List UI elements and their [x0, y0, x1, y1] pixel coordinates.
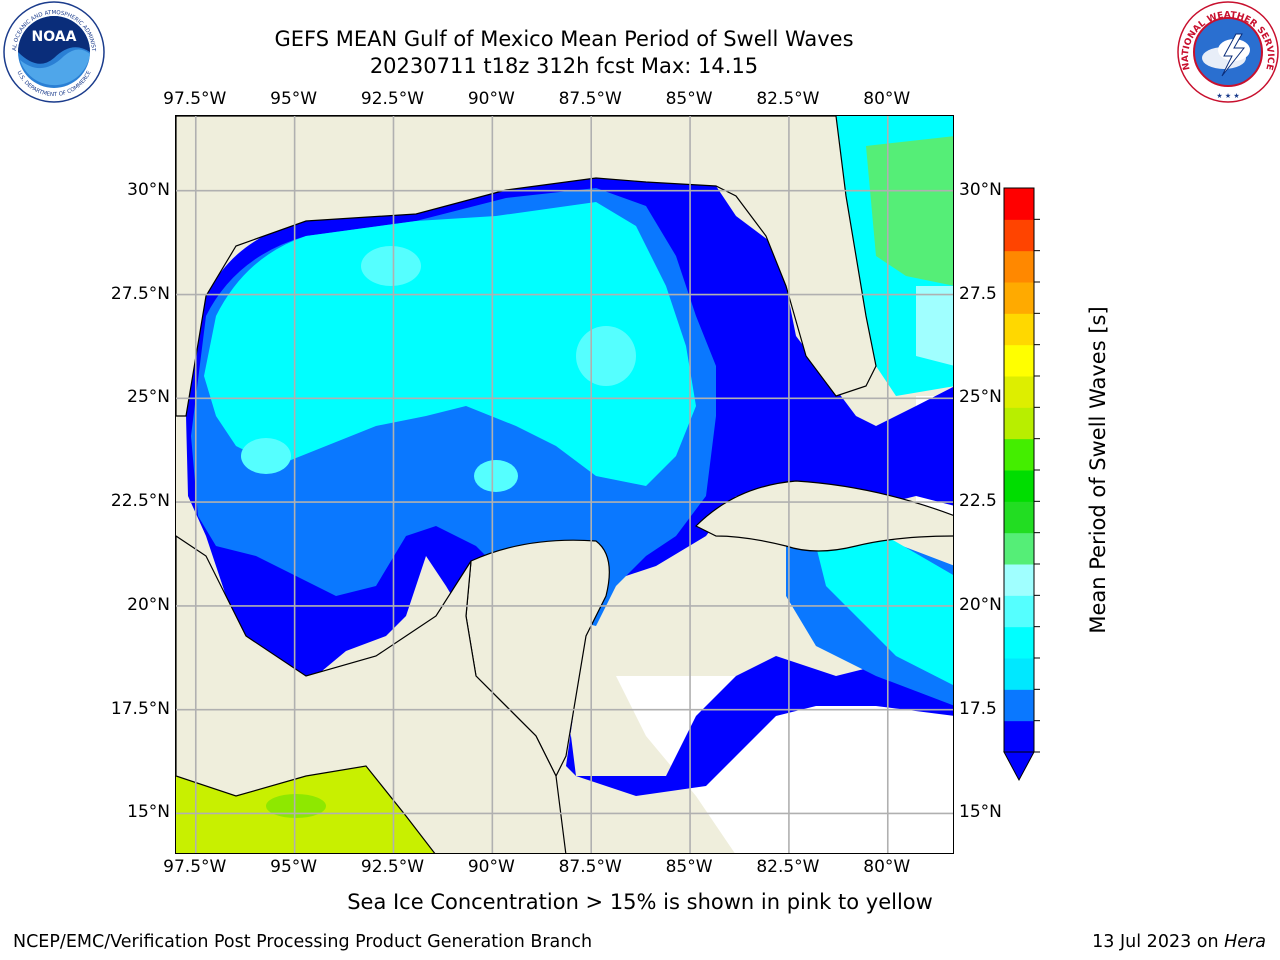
swell-contour-6-7: [204, 202, 696, 486]
noaa-logo-text: NOAA: [32, 29, 77, 45]
longitude-label: 90°W: [467, 89, 515, 109]
land-yucatan: [465, 539, 610, 778]
longitude-label: 85°W: [665, 857, 713, 877]
land-mexico-south: [176, 535, 567, 853]
pacific-swell-patch: [266, 794, 326, 818]
footer-date: 13 Jul 2023 on Hera: [1092, 932, 1266, 952]
colorbar-segment: [1004, 188, 1034, 220]
latitude-label: 20°N: [127, 594, 170, 615]
latitude-label: 15°N: [127, 802, 170, 823]
noaa-logo: NOAA NATIONAL OCEANIC AND ATMOSPHERIC AD…: [2, 0, 105, 103]
colorbar-segment: [1004, 250, 1034, 283]
map-title: GEFS MEAN Gulf of Mexico Mean Period of …: [274, 27, 854, 51]
swell-patch-7-8: [361, 246, 421, 286]
longitude-label: 92.5°W: [360, 857, 425, 877]
latitude-label: 30°N: [959, 179, 1002, 200]
latitude-label: 22.5: [959, 491, 997, 512]
nws-logo: NATIONAL WEATHER SERVICE ★ ★ ★: [1177, 1, 1279, 103]
map-area: [175, 115, 954, 854]
footer-date-text: 13 Jul 2023 on: [1092, 932, 1225, 952]
swell-patch-7-8d: [474, 460, 518, 492]
longitude-label: 95°W: [270, 89, 318, 109]
colorbar-segment: [1004, 720, 1034, 753]
colorbar-segment: [1004, 219, 1034, 252]
colorbar-segment: [1004, 313, 1034, 346]
longitude-label: 85°W: [665, 89, 713, 109]
colorbar: 246789101112131415161718192021: [1003, 187, 1040, 782]
footer-host: Hera: [1224, 932, 1266, 952]
colorbar-segment: [1004, 626, 1034, 659]
latitude-label: 25°N: [959, 387, 1002, 408]
longitude-label: 90°W: [467, 857, 515, 877]
longitude-label: 82.5°W: [756, 857, 820, 877]
colorbar-segment: [1004, 564, 1034, 596]
colorbar-segment: [1004, 501, 1034, 534]
latitude-label: 27.5: [959, 283, 997, 304]
land-cuba: [694, 480, 953, 552]
swell-patch-7-8b: [576, 326, 636, 386]
colorbar-segment: [1004, 595, 1034, 628]
swell-patch-7-8c: [241, 438, 291, 474]
longitude-label: 97.5°W: [163, 89, 227, 109]
colorbar-segment: [1004, 407, 1034, 440]
colorbar-segment: [1004, 376, 1034, 408]
longitude-label: 80°W: [863, 857, 911, 877]
latitude-label: 22.5°N: [110, 491, 170, 512]
latitude-label: 25°N: [127, 387, 170, 408]
longitude-label: 87.5°W: [558, 857, 622, 877]
colorbar-segment: [1004, 658, 1034, 690]
colorbar-segment: [1004, 532, 1034, 565]
longitude-label: 82.5°W: [756, 89, 820, 109]
latitude-label: 17.5°N: [110, 698, 170, 719]
colorbar-extend-arrow: [1003, 751, 1035, 782]
colorbar-segment: [1004, 470, 1034, 502]
colorbar-segment: [1004, 689, 1034, 722]
latitude-label: 20°N: [959, 594, 1002, 615]
longitude-label: 97.5°W: [163, 857, 227, 877]
map-canvas: [176, 116, 953, 853]
latitude-label: 17.5: [959, 698, 997, 719]
latitude-label: 27.5°N: [110, 283, 170, 304]
map-gridlines: [176, 116, 953, 853]
latitude-label: 15°N: [959, 802, 1002, 823]
caribbean-swell-6-7: [816, 536, 953, 685]
svg-text:★ ★ ★: ★ ★ ★: [1216, 92, 1239, 100]
longitude-label: 87.5°W: [558, 89, 622, 109]
footer-branch: NCEP/EMC/Verification Post Processing Pr…: [13, 932, 593, 952]
latitude-label: 30°N: [127, 179, 170, 200]
longitude-label: 80°W: [863, 89, 911, 109]
colorbar-segment: [1004, 282, 1034, 314]
map-subtitle: 20230711 t18z 312h fcst Max: 14.15: [369, 54, 759, 78]
colorbar-segment: [1004, 344, 1034, 377]
colorbar-segment: [1004, 438, 1034, 471]
sea-ice-note: Sea Ice Concentration > 15% is shown in …: [347, 890, 933, 914]
atlantic-swell-8-9: [916, 286, 953, 366]
longitude-label: 92.5°W: [360, 89, 425, 109]
longitude-label: 95°W: [270, 857, 318, 877]
colorbar-label: Mean Period of Swell Waves [s]: [1086, 306, 1110, 634]
